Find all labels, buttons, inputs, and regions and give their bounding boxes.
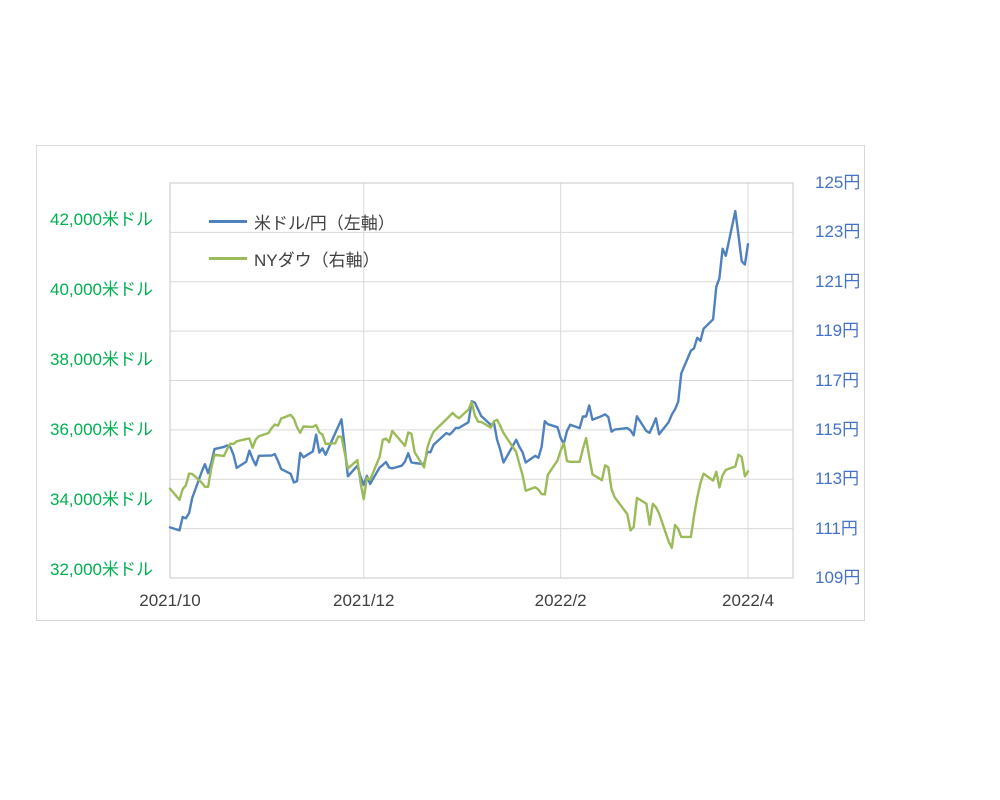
usdjpy-line <box>168 209 750 532</box>
right-axis-tick-label: 121円 <box>815 271 861 291</box>
x-axis-tick-label: 2021/12 <box>333 591 395 610</box>
legend: 米ドル/円（左軸） NYダウ（右軸） <box>209 208 395 271</box>
usdjpy-line-swatch <box>209 219 247 223</box>
right-axis-tick-label: 119円 <box>815 321 860 341</box>
right-axis-tick-label: 109円 <box>815 568 861 587</box>
legend-item-usdjpy: 米ドル/円（左軸） <box>209 208 395 234</box>
x-axis-tick-label: 2022/2 <box>534 591 587 610</box>
right-axis-tick-label: 115円 <box>815 419 860 439</box>
left-axis-tick-label: 34,000米ドル <box>50 489 153 509</box>
nydow-line <box>168 400 750 550</box>
chart-card: 42,000米ドル 40,000米ドル 38,000米ドル 36,000米ドル 34,0… <box>36 145 865 621</box>
right-axis-tick-label: 117円 <box>815 370 860 390</box>
x-axis-tick-label: 2021/10 <box>139 591 201 610</box>
plot-area <box>168 182 794 579</box>
x-axis-tick-label: 2022/4 <box>722 591 775 610</box>
right-axis-tick-label: 111円 <box>815 518 858 538</box>
legend-label-usdjpy: 米ドル/円（左軸） <box>254 213 395 233</box>
left-axis-tick-label: 42,000米ドル <box>50 209 153 229</box>
left-axis-tick-label: 36,000米ドル <box>50 419 153 439</box>
left-axis-tick-label: 40,000米ドル <box>50 279 153 299</box>
plot-border <box>169 182 794 579</box>
left-axis-tick-label: 32,000米ドル <box>50 559 153 579</box>
nydow-line-swatch <box>209 256 247 260</box>
legend-label-nydow: NYダウ（右軸） <box>254 250 380 270</box>
right-axis-tick-label: 113円 <box>815 469 860 489</box>
right-axis-tick-label: 125円 <box>815 173 861 192</box>
legend-item-nydow: NYダウ（右軸） <box>209 245 395 271</box>
left-axis-tick-label: 38,000米ドル <box>50 349 153 369</box>
right-axis-tick-label: 123円 <box>815 222 861 242</box>
